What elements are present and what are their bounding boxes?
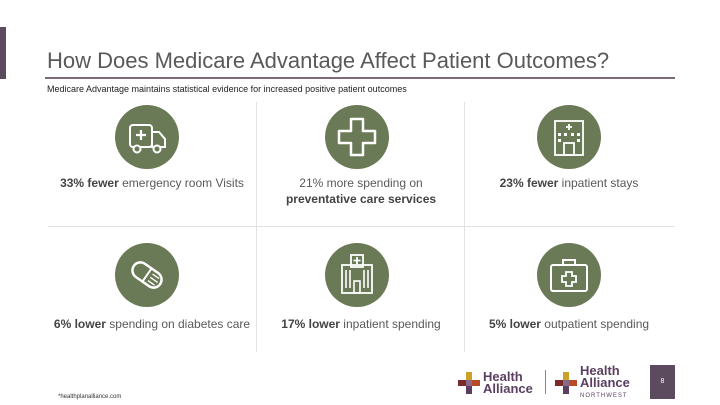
logo-text: Alliance (483, 381, 533, 396)
stat-description: 21% more spending on (299, 176, 423, 190)
stat-description: inpatient stays (558, 176, 639, 190)
stat-value: 6% lower (53, 317, 106, 331)
stat-description: inpatient spending (339, 317, 441, 331)
grid-divider-vertical (256, 102, 257, 352)
health-alliance-mark-icon (555, 372, 577, 394)
stat-value: 5% lower (488, 317, 541, 331)
page-number: 8 (650, 365, 675, 399)
stat-value: preventative care services (285, 192, 437, 206)
stat-caption: 17% lower inpatient spending (256, 316, 466, 332)
logo-divider (545, 370, 546, 394)
logo-text: Alliance (580, 374, 630, 390)
logo-subtext: NORTHWEST (580, 392, 628, 399)
title-underline (45, 77, 675, 79)
stat-caption: 6% lower spending on diabetes care (47, 316, 257, 332)
title-accent-bar (0, 27, 6, 79)
stat-caption: 33% fewer emergency room Visits (47, 175, 257, 191)
hospital-tower-icon (325, 243, 389, 307)
medical-cross-icon (325, 105, 389, 169)
stat-value: 33% fewer (60, 176, 119, 190)
slide-title: How Does Medicare Advantage Affect Patie… (47, 48, 610, 73)
health-alliance-mark-icon (458, 372, 480, 394)
grid-divider-vertical (464, 102, 465, 352)
stat-value: 17% lower (281, 317, 340, 331)
stat-description: emergency room Visits (118, 176, 244, 190)
stat-value: 23% fewer (499, 176, 559, 190)
logo-text: Health (483, 369, 523, 384)
health-alliance-logo: Health Alliance (458, 368, 533, 398)
stat-caption: 21% more spending on preventative care s… (256, 175, 466, 207)
logo-text: Health (580, 362, 620, 378)
pill-capsule-icon (115, 243, 179, 307)
health-alliance-northwest-logo: Health Alliance NORTHWEST (555, 364, 630, 399)
first-aid-kit-icon (537, 243, 601, 307)
slide-subtitle: Medicare Advantage maintains statistical… (47, 84, 407, 94)
stat-caption: 5% lower outpatient spending (464, 316, 674, 332)
ambulance-icon (115, 105, 179, 169)
hospital-building-icon (537, 105, 601, 169)
stat-description: outpatient spending (540, 317, 650, 331)
stat-description: spending on diabetes care (105, 317, 251, 331)
grid-divider-horizontal (48, 226, 675, 227)
stat-caption: 23% fewer inpatient stays (464, 175, 674, 191)
footnote: *healthplanalliance.com (58, 394, 122, 400)
